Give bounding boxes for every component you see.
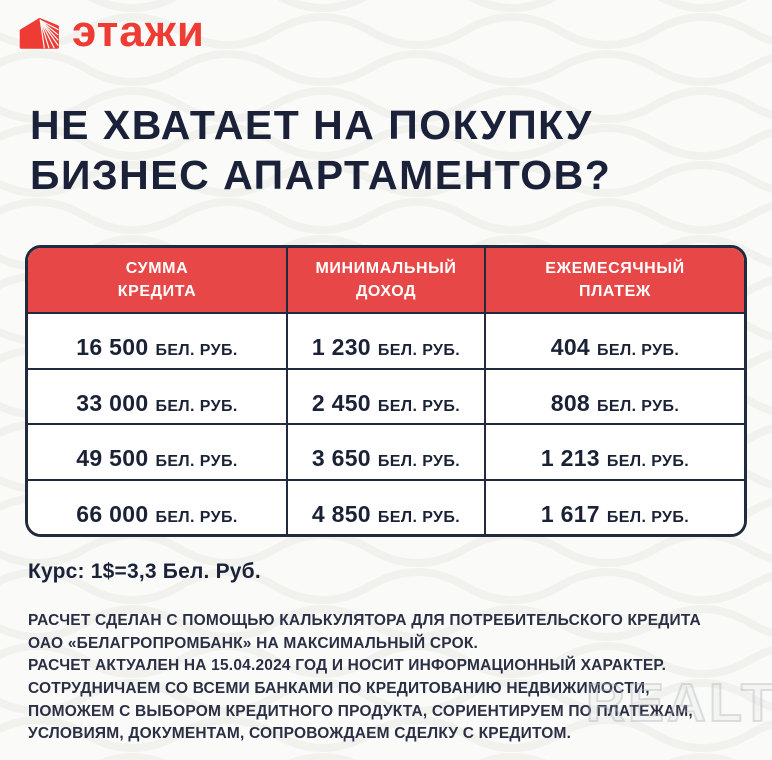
- disclaimer-line: РАСЧЕТ СДЕЛАН С ПОМОЩЬЮ КАЛЬКУЛЯТОРА ДЛЯ…: [28, 612, 701, 629]
- headline: НЕ ХВАТАЕТ НА ПОКУПКУ БИЗНЕС АПАРТАМЕНТОВ…: [30, 100, 611, 200]
- credit-table: СУММА КРЕДИТА МИНИМАЛЬНЫЙ ДОХОД ЕЖЕМЕСЯЧНЫЙ П…: [25, 245, 747, 537]
- headline-line2: БИЗНЕС АПАРТАМЕНТОВ?: [30, 152, 612, 199]
- cell-amount: 808: [550, 389, 591, 416]
- cell-unit: БЕЛ. РУБ.: [377, 508, 461, 526]
- table-cell: 1 617 БЕЛ. РУБ.: [486, 478, 744, 534]
- table-cell: 1 230 БЕЛ. РУБ.: [288, 312, 486, 368]
- table-cell: 3 650 БЕЛ. РУБ.: [288, 423, 486, 479]
- headline-line1: НЕ ХВАТАЕТ НА ПОКУПКУ: [30, 102, 593, 148]
- cell-unit: БЕЛ. РУБ.: [606, 508, 690, 526]
- table-header-cell: ЕЖЕМЕСЯЧНЫЙ ПЛАТЕЖ: [486, 248, 744, 312]
- cell-amount: 404: [550, 334, 591, 361]
- table-cell: 16 500 БЕЛ. РУБ.: [28, 312, 288, 368]
- table-cell: 49 500 БЕЛ. РУБ.: [28, 423, 288, 479]
- table-header-cell: МИНИМАЛЬНЫЙ ДОХОД: [288, 248, 486, 312]
- cell-amount: 1 230: [311, 334, 371, 361]
- cell-amount: 1 617: [540, 500, 600, 527]
- cell-amount: 1 213: [540, 445, 600, 472]
- disclaimer-line: УСЛОВИЯМ, ДОКУМЕНТАМ, СОПРОВОЖДАЕМ СДЕЛК…: [28, 725, 572, 743]
- table-header-cell: СУММА КРЕДИТА: [28, 248, 288, 312]
- cell-unit: БЕЛ. РУБ.: [155, 342, 238, 360]
- disclaimer-text: РАСЧЕТ СДЕЛАН С ПОМОЩЬЮ КАЛЬКУЛЯТОРА ДЛЯ…: [28, 610, 748, 746]
- cell-amount: 66 000: [76, 500, 149, 527]
- disclaimer-line: СОТРУДНИЧАЕМ СО ВСЕМИ БАНКАМИ ПО КРЕДИТО…: [28, 679, 650, 697]
- table-cell: 2 450 БЕЛ. РУБ.: [288, 367, 486, 423]
- cell-unit: БЕЛ. РУБ.: [597, 397, 680, 415]
- cell-unit: БЕЛ. РУБ.: [155, 453, 238, 471]
- cell-unit: БЕЛ. РУБ.: [155, 397, 238, 415]
- disclaimer-line: ПОМОЖЕМ С ВЫБОРОМ КРЕДИТНОГО ПРОДУКТА, С…: [28, 702, 693, 720]
- cell-unit: БЕЛ. РУБ.: [597, 342, 680, 360]
- cell-amount: 2 450: [311, 389, 371, 416]
- table-cell: 1 213 БЕЛ. РУБ.: [486, 423, 744, 479]
- brand-logo-text: этажи: [72, 7, 205, 56]
- table-cell: 66 000 БЕЛ. РУБ.: [28, 478, 288, 534]
- table-cell: 4 850 БЕЛ. РУБ.: [288, 478, 486, 534]
- table-cell: 33 000 БЕЛ. РУБ.: [28, 367, 288, 423]
- brand-logo: этажи: [18, 7, 205, 56]
- table-cell: 808 БЕЛ. РУБ.: [486, 367, 744, 423]
- cell-amount: 3 650: [311, 445, 371, 472]
- etazhi-house-icon: [19, 17, 59, 49]
- cell-unit: БЕЛ. РУБ.: [155, 508, 238, 526]
- cell-amount: 33 000: [76, 389, 149, 416]
- disclaimer-line: РАСЧЕТ АКТУАЛЕН НА 15.04.2024 ГОД И НОСИ…: [28, 657, 667, 675]
- table-cell: 404 БЕЛ. РУБ.: [486, 312, 744, 368]
- exchange-rate: Курс: 1$=3,3 Бел. Руб.: [28, 560, 261, 583]
- disclaimer-line: ОАО «БЕЛАГРОПРОМБАНК» НА МАКСИМАЛЬНЫЙ СР…: [28, 634, 479, 652]
- cell-amount: 16 500: [76, 334, 149, 361]
- cell-unit: БЕЛ. РУБ.: [377, 397, 461, 415]
- cell-unit: БЕЛ. РУБ.: [606, 453, 690, 471]
- cell-amount: 4 850: [311, 500, 371, 527]
- cell-unit: БЕЛ. РУБ.: [377, 342, 461, 360]
- cell-amount: 49 500: [76, 445, 149, 472]
- cell-unit: БЕЛ. РУБ.: [377, 453, 461, 471]
